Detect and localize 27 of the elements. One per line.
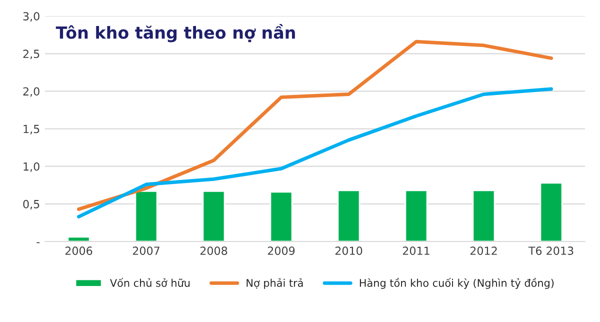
bar (134, 190, 158, 242)
line-series (77, 87, 553, 218)
y-tick-label: 1,0 (24, 162, 40, 172)
x-tick-label: 2009 (268, 246, 295, 255)
y-tick-label: 0,5 (23, 200, 40, 210)
bar (337, 190, 360, 242)
legend-label: Vốn chủ sở hữu (110, 278, 190, 287)
x-tick-label: 2006 (65, 246, 92, 255)
legend-label: Hàng tồn kho cuối kỳ (Nghìn tỷ đồng) (360, 278, 554, 289)
bar (404, 190, 428, 242)
y-tick-label: 2,5 (23, 50, 40, 60)
x-tick-label: 2007 (132, 246, 160, 255)
x-tick-label: 2008 (200, 246, 228, 255)
y-tick-label: - (36, 242, 40, 244)
y-tick-label: 1,5 (24, 124, 40, 134)
bar (202, 190, 226, 242)
x-tick-label: 2012 (470, 246, 497, 255)
bar (472, 190, 496, 242)
bar (270, 191, 293, 242)
y-tick-label: 3,0 (23, 12, 40, 22)
legend-label: Nợ phải trả (246, 278, 303, 289)
x-tick-label: T6 2013 (528, 246, 574, 255)
y-tick-label: 2,0 (23, 87, 40, 97)
x-tick-label: 2010 (335, 246, 362, 255)
x-tick-label: 2011 (402, 246, 430, 255)
bar (540, 182, 563, 242)
text: Tôn kho tăng theo nợ nần (56, 24, 295, 42)
